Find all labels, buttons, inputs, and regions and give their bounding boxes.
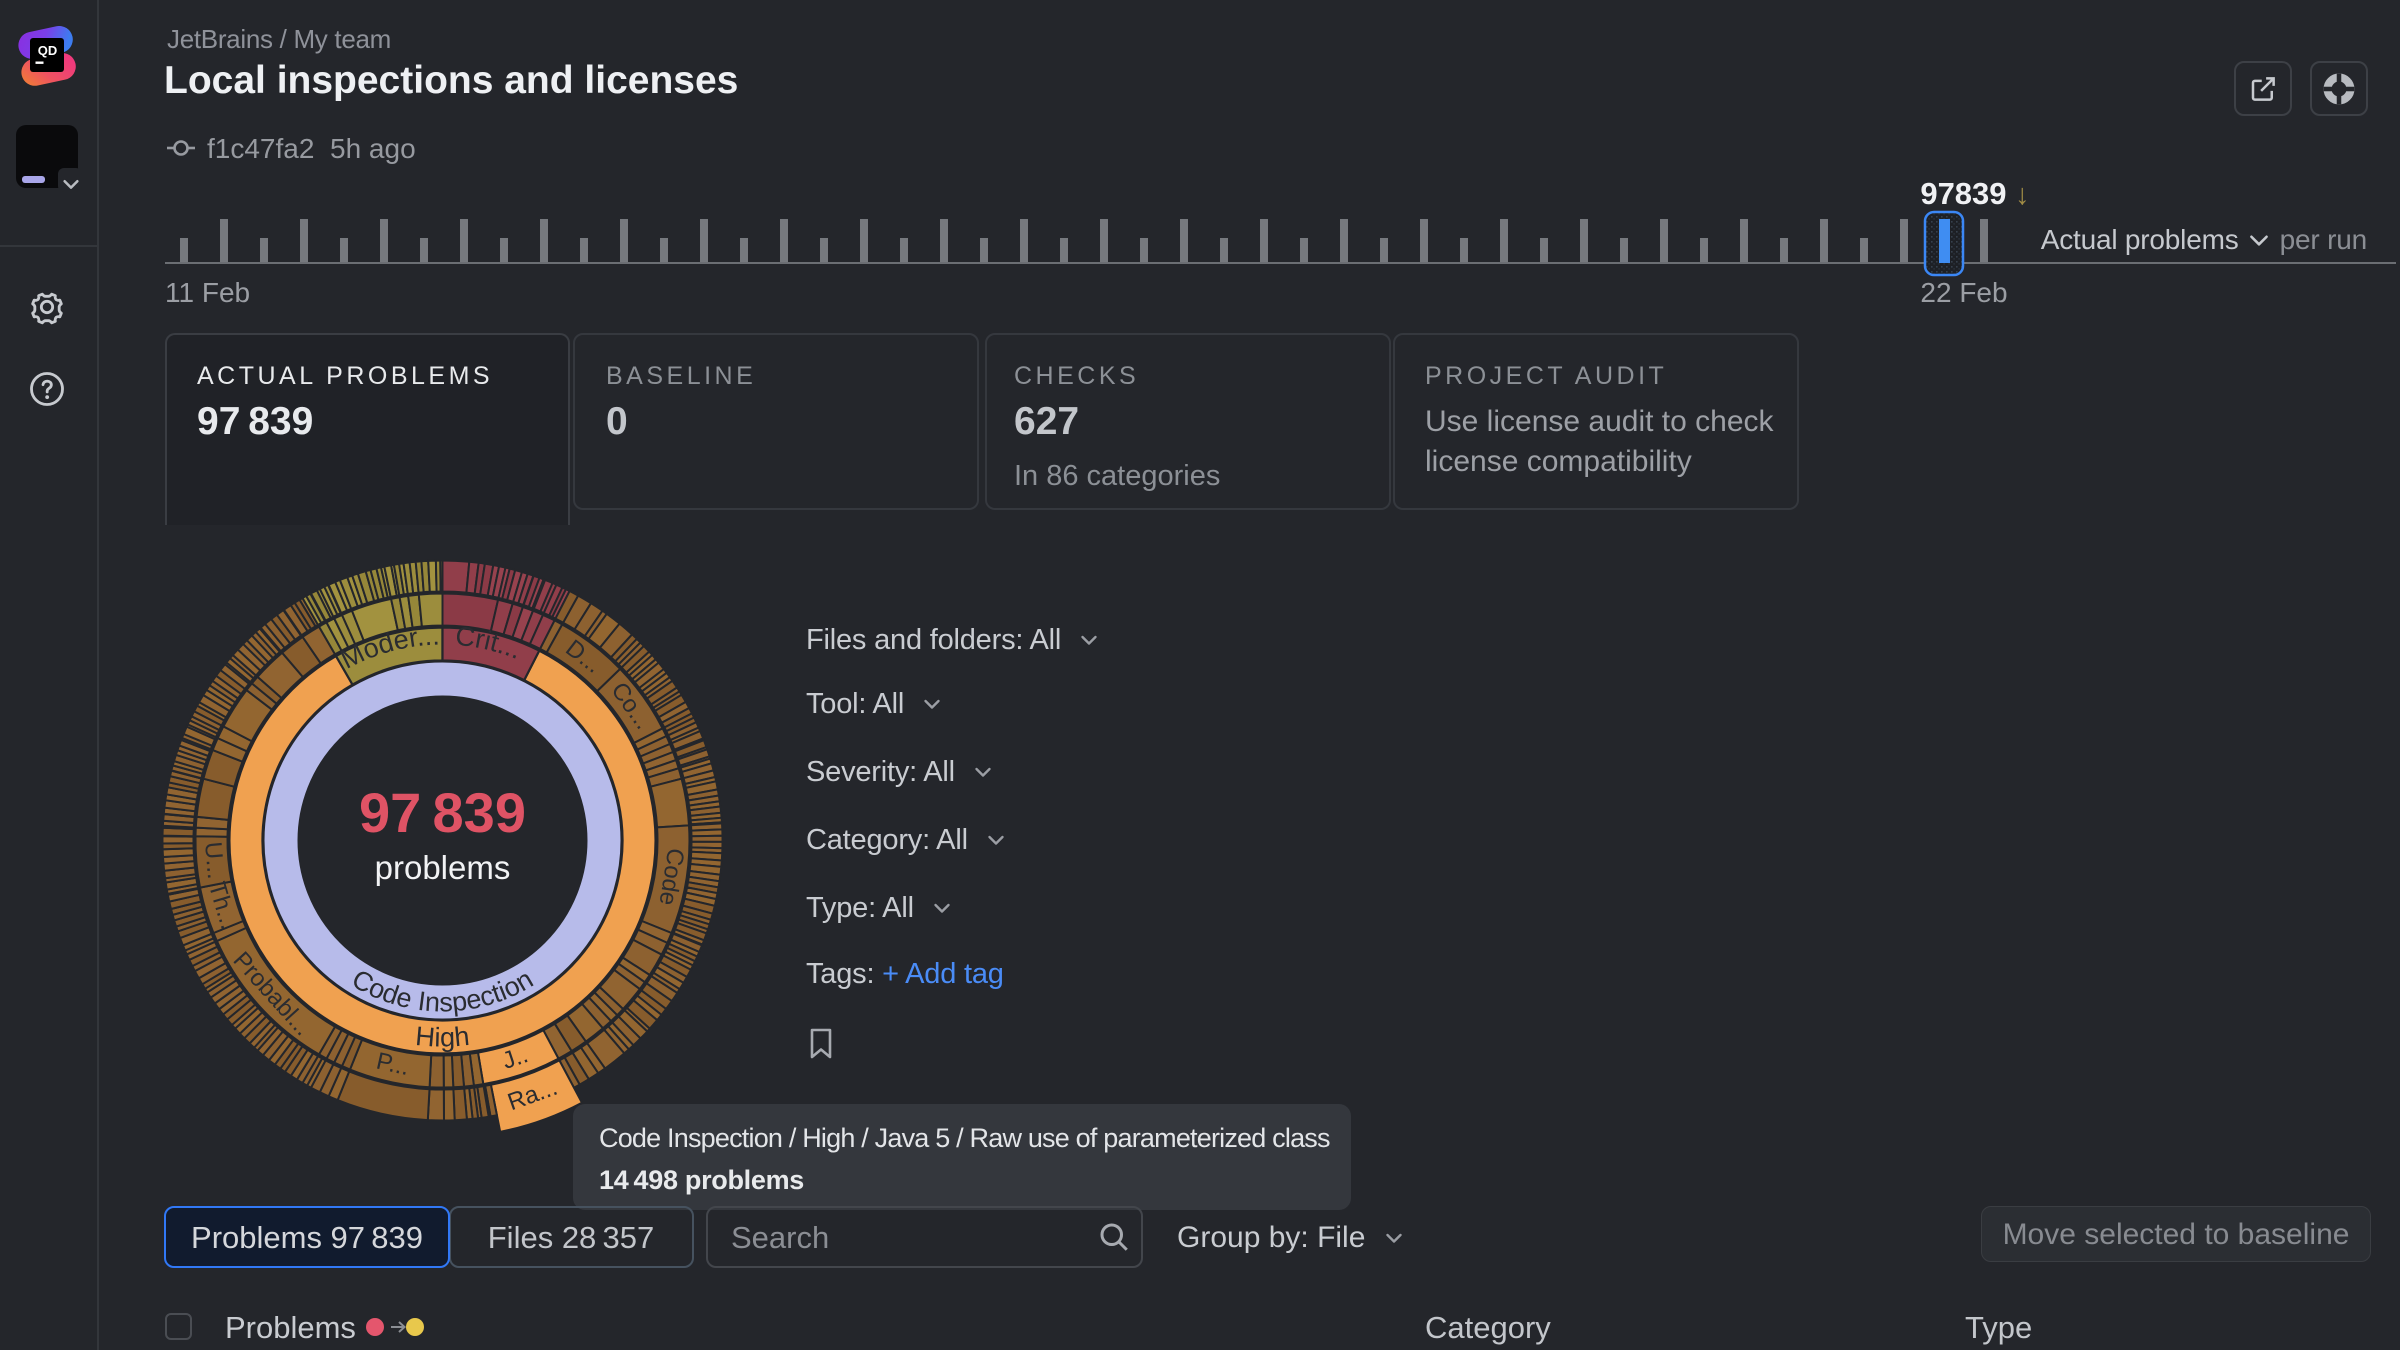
svg-text:problems: problems: [375, 849, 511, 886]
svg-text:U...: U...: [199, 841, 229, 881]
svg-text:QD: QD: [38, 43, 58, 58]
svg-text:97 839: 97 839: [359, 781, 526, 844]
svg-text:High: High: [414, 1021, 471, 1053]
